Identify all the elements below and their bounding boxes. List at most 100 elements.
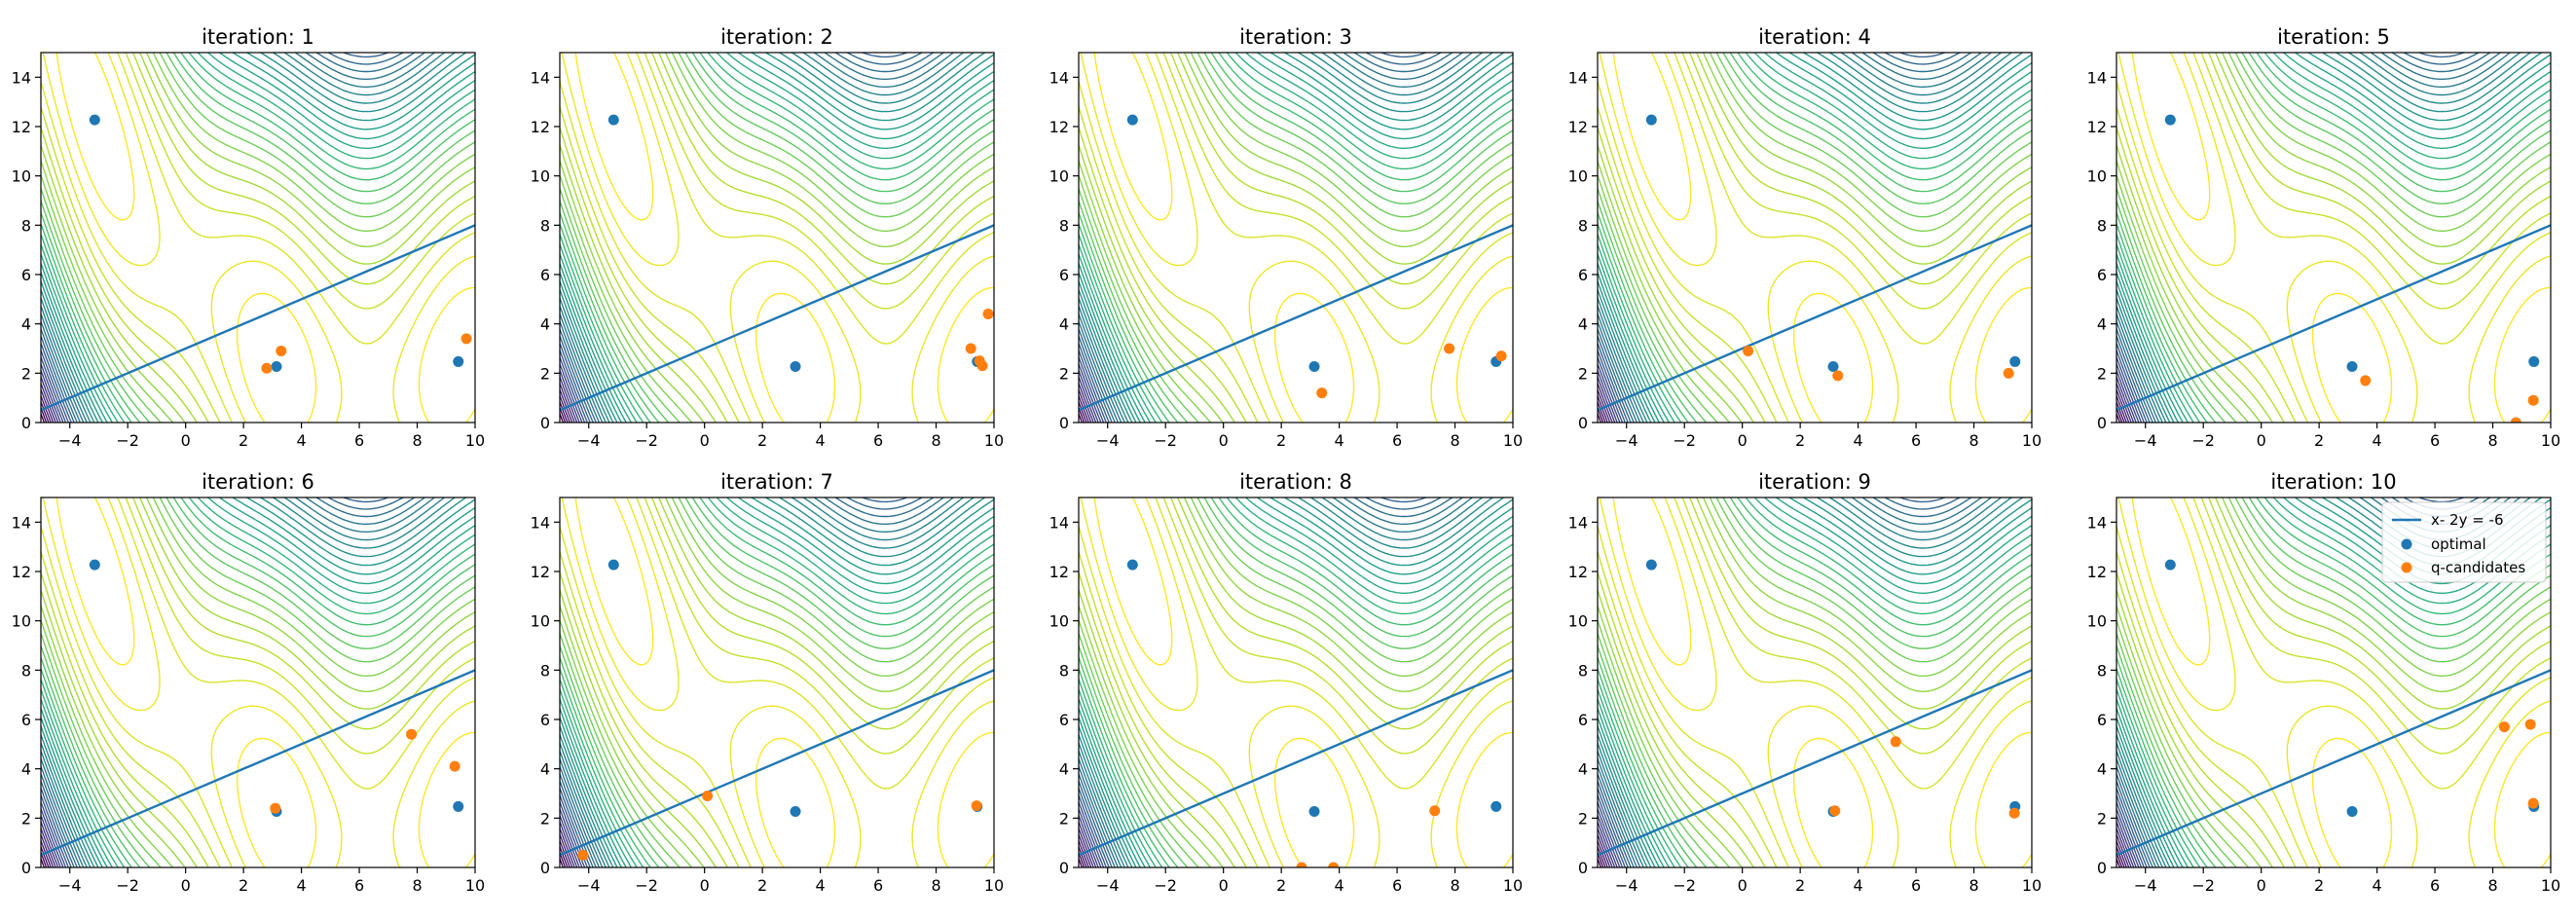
y-tick-label: 6 (2097, 266, 2107, 284)
x-tick-label: 0 (1738, 876, 1748, 895)
candidate-point (2360, 375, 2372, 387)
candidate-point (971, 800, 982, 812)
candidate-point (1495, 350, 1507, 362)
axes-frame (40, 497, 476, 868)
panel-5: iteration: 5 −4 −2 0 2 4 6 8 10 0 2 4 6 8 10 12 14 (2087, 25, 2561, 450)
candidate-point (1743, 346, 1754, 357)
x-tick-label: 6 (1392, 876, 1402, 895)
y-tick-label: 12 (531, 118, 550, 136)
x-tick-label: 6 (354, 431, 364, 450)
optimal-point (2009, 355, 2021, 367)
panel-title: iteration: 8 (1239, 470, 1352, 494)
y-tick-label: 14 (2087, 68, 2107, 87)
y-tick-label: 0 (1059, 859, 1069, 877)
y-tick-label: 0 (21, 859, 31, 877)
plot-content (1598, 53, 2032, 423)
optimal-point (1827, 360, 1839, 372)
x-tick-label: 10 (1503, 431, 1523, 450)
panel-2: iteration: 2 −4 −2 0 2 4 6 8 10 0 2 4 6 8 10 12 14 (531, 25, 1005, 450)
y-tick-label: 12 (1568, 118, 1588, 136)
candidate-point (2498, 721, 2510, 733)
candidate-point (965, 343, 976, 354)
axes-frame (559, 52, 995, 424)
y-tick-label: 0 (2097, 859, 2107, 877)
plot-content (41, 497, 475, 867)
y-tick-label: 4 (21, 760, 31, 779)
plot-content (1598, 497, 2032, 867)
y-tick-label: 6 (21, 711, 31, 729)
y-tick-label: 4 (540, 315, 550, 334)
constraint-line (1079, 669, 1513, 857)
y-tick-label: 0 (540, 859, 550, 877)
candidate-point (976, 360, 988, 372)
x-tick-label: 4 (1335, 431, 1344, 450)
x-tick-label: −4 (1096, 876, 1120, 895)
y-tick-label: 12 (1049, 563, 1069, 581)
x-tick-label: 10 (984, 431, 1004, 450)
candidate-point (1296, 862, 1307, 867)
y-tick-label: 0 (1059, 414, 1069, 432)
y-tick-label: 2 (1578, 809, 1588, 828)
panel-10: iteration: 10 −4 −2 0 2 4 6 8 10 0 2 4 6 8 10 12 14 x- 2y… (2087, 470, 2561, 895)
x-tick-label: −2 (2191, 431, 2215, 450)
plot-content (560, 53, 994, 423)
axes-frame (40, 52, 476, 424)
x-tick-label: 6 (873, 876, 883, 895)
panel-title: iteration: 1 (202, 25, 314, 49)
x-tick-label: −4 (2134, 876, 2157, 895)
x-tick-label: 8 (1450, 876, 1459, 895)
optimal-point (271, 360, 282, 372)
candidate-point (1429, 805, 1441, 817)
x-tick-label: 8 (931, 876, 940, 895)
x-tick-label: 2 (757, 431, 767, 450)
optimal-point (1126, 114, 1138, 126)
y-tick-label: 14 (1568, 68, 1588, 87)
y-tick-label: 14 (2087, 513, 2107, 532)
y-tick-label: 6 (1059, 266, 1069, 284)
x-tick-label: 10 (465, 431, 485, 450)
x-tick-label: 8 (412, 876, 422, 895)
y-tick-label: 10 (12, 167, 31, 186)
candidate-point (2524, 718, 2536, 730)
constraint-line (2116, 669, 2551, 857)
plot-content (41, 53, 475, 423)
x-tick-label: 4 (2373, 431, 2382, 450)
panel-title: iteration: 7 (720, 470, 833, 494)
candidate-point (449, 760, 460, 772)
optimal-point (2528, 355, 2540, 367)
x-tick-label: 2 (239, 431, 248, 450)
legend-candidates-swatch (2401, 562, 2412, 573)
y-tick-label: 2 (1578, 364, 1588, 383)
x-tick-label: 10 (2541, 876, 2560, 895)
y-tick-label: 10 (1049, 167, 1069, 186)
y-tick-label: 0 (540, 414, 550, 432)
candidate-point (2527, 797, 2539, 809)
x-tick-label: 4 (816, 876, 826, 895)
x-tick-label: −4 (1096, 431, 1120, 450)
axes-frame (559, 497, 995, 868)
x-tick-label: 0 (1738, 431, 1748, 450)
y-tick-label: 8 (540, 661, 550, 680)
x-tick-label: 8 (1450, 431, 1459, 450)
legend-label-optimal: optimal (2431, 535, 2486, 553)
x-tick-label: 8 (2487, 876, 2497, 895)
optimal-point (89, 114, 100, 126)
x-tick-label: 0 (2257, 431, 2266, 450)
y-tick-label: 14 (531, 513, 550, 532)
y-tick-label: 4 (1578, 760, 1588, 779)
x-tick-label: 4 (1854, 431, 1863, 450)
x-tick-label: −2 (1154, 431, 1177, 450)
optimal-point (453, 800, 464, 812)
x-tick-label: 10 (2022, 876, 2042, 895)
panel-8: iteration: 8 −4 −2 0 2 4 6 8 10 0 2 4 6 8 10 12 14 (1049, 470, 1524, 895)
x-tick-label: −4 (58, 431, 82, 450)
y-tick-label: 8 (2097, 661, 2107, 680)
candidate-point (1829, 805, 1841, 817)
panel-title: iteration: 4 (1758, 25, 1871, 49)
x-tick-label: 8 (2487, 431, 2497, 450)
optimal-point (2164, 114, 2176, 126)
x-tick-label: 6 (1392, 431, 1402, 450)
x-tick-label: −4 (2134, 431, 2157, 450)
y-tick-label: 4 (540, 760, 550, 779)
